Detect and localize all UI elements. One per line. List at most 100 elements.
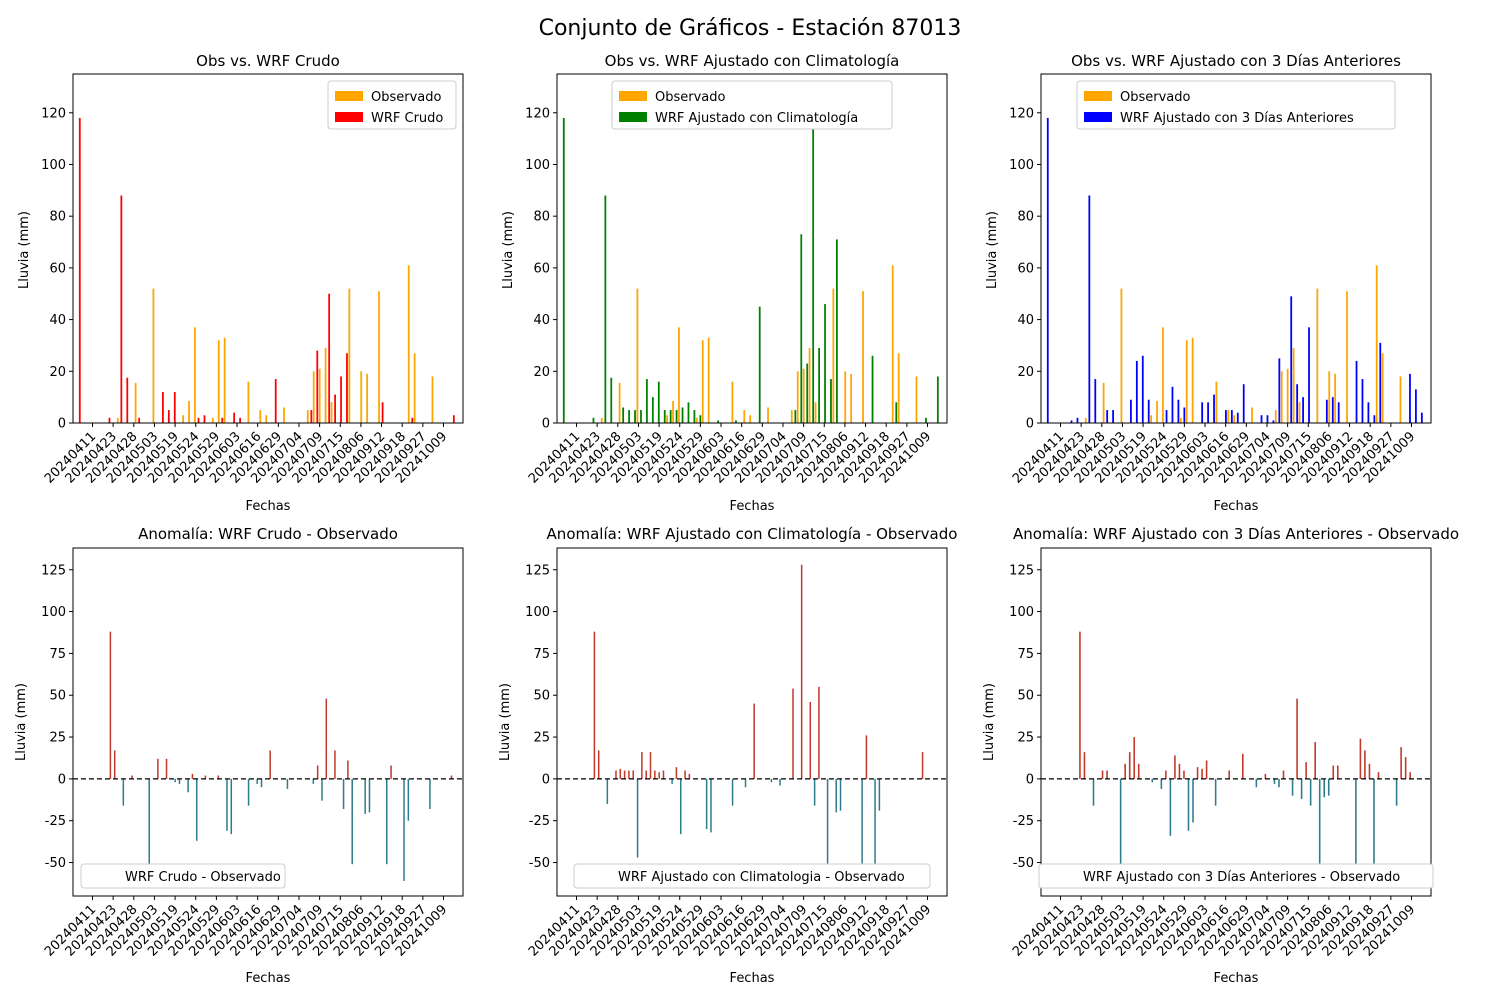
chart-0-bar-model xyxy=(334,394,336,423)
chart-1-bar-observed xyxy=(767,407,769,423)
chart-1-bar-observed xyxy=(796,371,799,423)
chart-3-ytick-label: 0 xyxy=(58,772,66,787)
chart-1-plot: 0204060801001202024041120240423202404282… xyxy=(525,73,948,487)
chart-0-bar-observed xyxy=(330,402,333,423)
chart-2-bar-model xyxy=(1213,394,1215,423)
chart-2-ytick-label: 100 xyxy=(1009,158,1034,173)
chart-3-bar xyxy=(247,778,250,806)
chart-0-frame xyxy=(72,73,464,424)
chart-0-bar-observed xyxy=(247,381,250,423)
chart-2-bar-model xyxy=(1225,410,1227,423)
chart-2-bar-model xyxy=(1266,415,1269,423)
chart-2-ytick-label: 60 xyxy=(1017,261,1034,276)
chart-0-bar-model xyxy=(310,410,313,423)
chart-5-bar xyxy=(1187,778,1190,831)
chart-1-bar-observed xyxy=(862,291,864,423)
chart-5-bar xyxy=(1079,631,1081,779)
chart-5-bar xyxy=(1332,765,1335,779)
chart-1-bar-model xyxy=(681,407,684,423)
chart-1-bar-model xyxy=(925,417,927,423)
chart-0-bar-observed xyxy=(431,376,434,423)
chart-1: Obs vs. WRF Ajustado con Climatología Fe… xyxy=(501,52,899,514)
chart-4-bar xyxy=(865,735,868,779)
chart-2-bar-model xyxy=(1106,410,1109,423)
chart-4-bar xyxy=(645,770,647,779)
chart-1-title: Obs vs. WRF Ajustado con Climatología xyxy=(605,52,900,70)
chart-4-ytick-label: 100 xyxy=(525,605,550,620)
figure-title: Conjunto de Gráficos - Estación 87013 xyxy=(538,16,962,41)
chart-4: Anomalía: WRF Ajustado con Climatología … xyxy=(498,525,957,986)
chart-1-bar-model xyxy=(800,234,803,423)
chart-1-bar-model xyxy=(830,379,832,423)
chart-2-bar-observed xyxy=(1227,410,1230,423)
chart-1-frame xyxy=(556,73,948,424)
chart-2-bar-model xyxy=(1367,402,1370,423)
chart-0-legend-swatch xyxy=(335,112,363,122)
chart-4-bar xyxy=(649,752,652,779)
chart-3-bar xyxy=(321,778,323,801)
chart-1-bar-observed xyxy=(850,373,853,423)
chart-1-bar-model xyxy=(628,410,630,423)
chart-3-bar xyxy=(429,778,431,809)
chart-3-bar xyxy=(347,760,349,779)
chart-2-bar-model xyxy=(1337,402,1340,423)
chart-1-bar-observed xyxy=(808,348,811,423)
chart-5-bar xyxy=(1092,778,1095,806)
chart-0-bar-observed xyxy=(413,353,416,423)
chart-4-xlabel: Fechas xyxy=(730,971,775,986)
chart-3-bar xyxy=(217,775,220,779)
chart-0-bar-model xyxy=(138,417,141,423)
chart-2-legend-swatch xyxy=(1084,112,1112,122)
chart-1-bar-observed xyxy=(678,327,680,423)
chart-4-bar xyxy=(818,686,820,779)
chart-4-bar xyxy=(813,778,816,806)
chart-2-ytick-label: 40 xyxy=(1017,313,1034,328)
chart-0-bar-model xyxy=(274,379,277,423)
chart-4-bar xyxy=(593,631,596,779)
chart-2-bar-observed xyxy=(1334,373,1337,423)
chart-2-bar-observed xyxy=(1375,265,1378,423)
chart-0-bar-observed xyxy=(134,382,137,423)
chart-0-legend-label: WRF Crudo xyxy=(371,111,443,126)
chart-5-bar xyxy=(1241,753,1244,779)
chart-1-bar-model xyxy=(675,410,678,423)
chart-5-bar xyxy=(1106,770,1108,779)
chart-1-bar-model xyxy=(758,306,761,423)
chart-4-bar xyxy=(874,778,876,866)
chart-5-bar xyxy=(1364,750,1366,779)
chart-2-legend-label: WRF Ajustado con 3 Días Anteriores xyxy=(1120,111,1354,126)
chart-4-bar xyxy=(597,750,600,779)
chart-5-bar xyxy=(1133,737,1136,779)
chart-3-ytick-label: 25 xyxy=(49,731,66,746)
chart-0-bar-model xyxy=(221,417,224,423)
chart-1-bar-observed xyxy=(743,410,746,423)
chart-2-bar-observed xyxy=(1286,368,1289,423)
chart-3-bar xyxy=(269,750,271,779)
chart-3-bar xyxy=(407,778,410,821)
chart-1-ytick-label: 40 xyxy=(533,313,550,328)
chart-3-bar xyxy=(204,775,207,779)
chart-1-bar-model xyxy=(836,239,838,423)
chart-2-bar-observed xyxy=(1150,415,1152,423)
chart-0-bar-observed xyxy=(265,415,268,423)
chart-1-legend xyxy=(611,80,893,130)
chart-4-bar xyxy=(800,564,803,779)
chart-1-bar-model xyxy=(604,195,607,423)
chart-4-ytick-label: -50 xyxy=(529,856,550,871)
chart-1-bar-observed xyxy=(618,382,621,423)
chart-1-ytick-label: 120 xyxy=(525,106,550,121)
chart-4-bar xyxy=(921,752,924,779)
chart-4-bar xyxy=(606,778,609,804)
chart-3-bar xyxy=(230,778,233,835)
chart-1-bar-observed xyxy=(832,288,835,423)
chart-3-bar xyxy=(113,750,116,779)
chart-5-bar xyxy=(1404,757,1407,779)
chart-3-bar xyxy=(286,778,289,789)
chart-1-bar-observed xyxy=(915,376,918,423)
chart-3: Anomalía: WRF Crudo - Observado Fechas L… xyxy=(14,525,398,986)
chart-4-bar xyxy=(731,778,734,806)
chart-3-ytick-label: 75 xyxy=(49,647,66,662)
chart-0-bar-observed xyxy=(360,371,363,423)
chart-5-ytick-label: 50 xyxy=(1017,689,1034,704)
chart-2-bar-model xyxy=(1272,420,1275,423)
